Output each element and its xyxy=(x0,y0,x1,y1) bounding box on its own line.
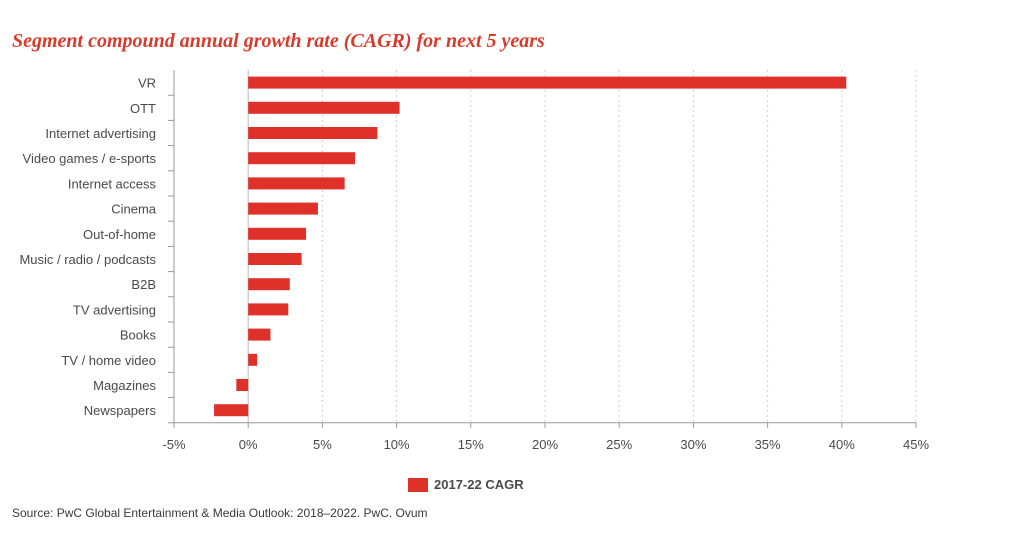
bar xyxy=(248,127,378,139)
x-tick-label: 15% xyxy=(458,437,484,452)
axes xyxy=(168,70,917,428)
category-label: B2B xyxy=(131,277,156,292)
category-label: Internet access xyxy=(68,176,157,191)
bar xyxy=(248,152,356,165)
bar xyxy=(248,177,345,190)
category-label: Cinema xyxy=(111,202,157,217)
category-label: Magazines xyxy=(93,378,156,393)
category-label: OTT xyxy=(130,101,156,116)
bar xyxy=(248,253,302,265)
legend: 2017-22 CAGR xyxy=(408,477,524,492)
x-tick-label: 35% xyxy=(755,437,781,452)
bar xyxy=(236,379,249,391)
bar xyxy=(248,353,258,366)
bar xyxy=(248,278,290,291)
category-label: VR xyxy=(138,76,156,91)
category-label: Internet advertising xyxy=(45,126,156,141)
category-label: TV / home video xyxy=(61,353,156,368)
x-tick-label: -5% xyxy=(162,437,186,452)
bar xyxy=(248,303,289,316)
x-tick-labels: -5% 0% 5% 10% 15% 20% 25% 30% 35% 40% 45% xyxy=(162,437,929,452)
source-note: Source: PwC Global Entertainment & Media… xyxy=(12,506,428,520)
x-tick-label: 40% xyxy=(829,437,855,452)
bar xyxy=(248,76,847,89)
legend-swatch xyxy=(408,477,428,492)
x-tick-label: 20% xyxy=(532,437,558,452)
gridlines xyxy=(173,70,917,423)
category-label: Newspapers xyxy=(84,403,157,418)
x-tick-label: 5% xyxy=(313,437,332,452)
category-label: TV advertising xyxy=(73,302,156,317)
category-labels: VR OTT Internet advertising Video games / e… xyxy=(19,76,156,419)
category-label: Out-of-home xyxy=(83,227,156,242)
category-label: Books xyxy=(120,328,157,343)
x-tick-label: 30% xyxy=(680,437,706,452)
bar xyxy=(248,227,307,240)
x-tick-label: 10% xyxy=(384,437,410,452)
category-label: Video games / e-sports xyxy=(23,151,157,166)
legend-label: 2017-22 CAGR xyxy=(434,477,524,492)
bars xyxy=(214,76,847,417)
category-label: Music / radio / podcasts xyxy=(19,252,156,267)
bar xyxy=(248,202,318,215)
x-tick-label: 45% xyxy=(903,437,929,452)
x-tick-label: 25% xyxy=(606,437,632,452)
bar xyxy=(248,101,400,114)
bar xyxy=(214,404,249,417)
bar xyxy=(248,328,271,341)
cagr-bar-chart: VR OTT Internet advertising Video games / e… xyxy=(19,70,929,452)
chart-title: Segment compound annual growth rate (CAG… xyxy=(12,30,545,52)
x-tick-label: 0% xyxy=(239,437,258,452)
